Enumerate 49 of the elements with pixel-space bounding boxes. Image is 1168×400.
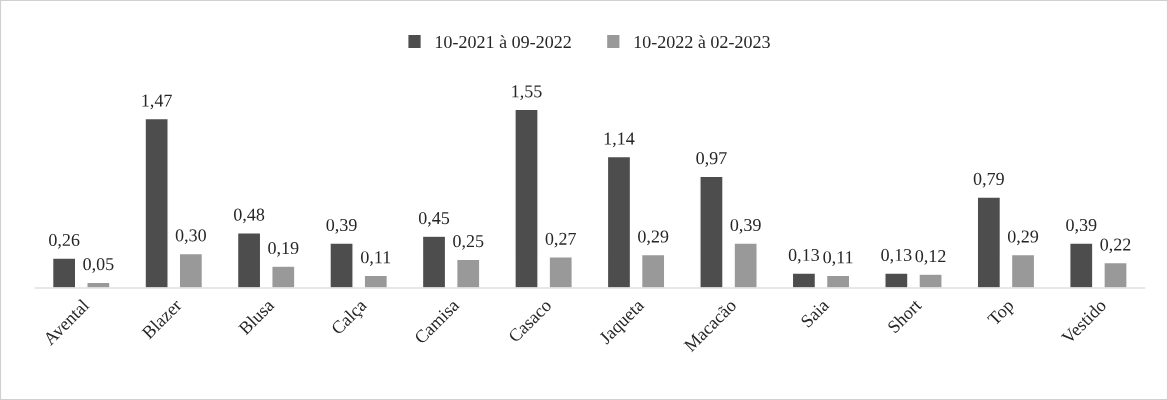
bar — [918, 273, 943, 288]
bar — [421, 235, 447, 288]
bar — [733, 242, 758, 288]
bar — [236, 232, 262, 288]
data-label: 1,55 — [512, 85, 542, 101]
data-label: 0,39 — [326, 218, 357, 234]
legend-label: 10-2022 à 02-2023 — [634, 35, 770, 49]
bar — [606, 155, 632, 288]
bar — [1010, 253, 1036, 288]
bar — [271, 265, 296, 288]
data-label: 0,29 — [1007, 230, 1039, 246]
data-label: 0,19 — [268, 241, 299, 257]
data-label: 0,79 — [973, 172, 1004, 188]
data-label: 0,22 — [1100, 238, 1131, 254]
data-label: 0,30 — [175, 229, 206, 245]
bar — [640, 253, 666, 288]
x-tick-label: Top — [987, 298, 1018, 329]
data-label: 0,26 — [49, 233, 80, 249]
data-label: 1,47 — [142, 94, 172, 110]
bar — [51, 257, 77, 288]
data-label: 0,29 — [638, 230, 669, 246]
data-label: 0,11 — [823, 251, 853, 266]
data-label: 0,12 — [915, 249, 946, 265]
data-label: 1,14 — [604, 132, 635, 148]
data-label: 0,97 — [696, 152, 727, 167]
data-label: 0,39 — [730, 218, 761, 234]
bar — [791, 272, 817, 288]
bar — [455, 258, 481, 288]
data-label: 0,39 — [1066, 218, 1097, 234]
data-label: 0,13 — [881, 248, 912, 264]
data-label: 0,05 — [83, 258, 114, 273]
data-label: 0,25 — [453, 235, 484, 250]
bar — [884, 272, 909, 288]
bar — [699, 175, 724, 288]
bar — [178, 252, 204, 288]
data-label: 0,48 — [233, 208, 265, 224]
data-label: 0,11 — [361, 251, 391, 266]
data-label: 0,45 — [418, 211, 450, 227]
bar — [976, 196, 1002, 288]
data-label: 0,13 — [788, 248, 819, 264]
bar — [514, 108, 539, 288]
bar — [548, 256, 573, 288]
bar — [329, 242, 354, 288]
legend-label: 10-2021 à 09-2022 — [435, 35, 571, 49]
bar — [1069, 242, 1094, 288]
bar — [144, 117, 169, 288]
data-label: 0,27 — [545, 232, 576, 248]
bar — [1103, 261, 1128, 288]
x-tick-label: Saia — [800, 298, 830, 328]
